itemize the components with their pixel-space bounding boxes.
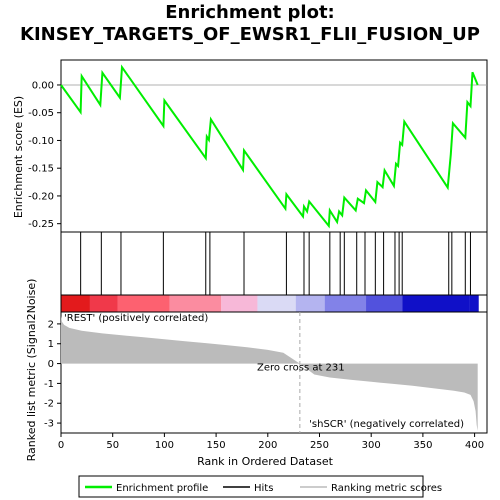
legend-label-metric: Ranking metric scores [331,483,442,494]
negative-correlation-label: 'shSCR' (negatively correlated) [309,419,464,430]
es-ytick-label: -0.10 [28,136,54,147]
metric-ytick-label: 2 [48,319,54,330]
plot-title-line1: Enrichment plot: [165,2,335,23]
x-axis: 0 50 100 150 200 250 300 350 400 [58,433,484,451]
enrichment-profile-line [60,64,479,229]
x-tick-label: 200 [258,440,277,451]
es-ytick-label: -0.20 [28,191,54,202]
x-tick-label: 250 [310,440,329,451]
heatmap-segment [61,295,90,312]
es-ytick-label: -0.05 [28,108,54,119]
positive-correlation-label: 'REST' (positively correlated) [64,313,208,324]
heatmap-segment [221,295,258,312]
legend-frame [78,475,424,498]
es-ytick-label: 0.00 [32,80,54,91]
ranking-metric-area [61,316,478,431]
y-axis-label-es: Enrichment score (ES) [12,96,25,218]
metric-ytick-label: -2 [44,399,54,410]
x-tick-label: 400 [465,440,484,451]
rank-heatmap [60,294,488,313]
metric-ytick-label: -1 [44,379,54,390]
heatmap-segment [295,295,325,312]
heatmap-segment [469,295,479,312]
x-tick-label: 100 [155,440,174,451]
heatmap-segment [366,295,403,312]
legend-label-hits: Hits [254,483,273,494]
legend-label-enrichment: Enrichment profile [116,483,208,494]
x-axis-label: Rank in Ordered Dataset [197,455,334,468]
es-panel-frame [60,59,488,233]
x-tick-label: 350 [413,440,432,451]
heatmap-segment [117,295,170,312]
heatmap-segment [324,295,367,312]
hits-panel-frame [60,231,488,296]
es-panel: 0.00 -0.05 -0.10 -0.15 -0.20 -0.25 [28,59,488,233]
hits-panel [60,231,488,296]
y-axis-label-metric: Ranked list metric (Signal2Noise) [25,279,38,462]
metric-ytick-label: 1 [48,339,54,350]
heatmap-segment [89,295,118,312]
metric-panel: 2 1 0 -1 -2 -3 'REST' (positively correlated) Z… [44,311,488,434]
plot-title-line2: KINSEY_TARGETS_OF_EWSR1_FLII_FUSION_UP [20,24,480,45]
heatmap-segment [257,295,296,312]
es-ytick-label: -0.15 [28,164,54,175]
es-ytick-label: -0.25 [28,219,54,230]
heatmap-segment [402,295,470,312]
x-tick-label: 150 [207,440,226,451]
x-tick-label: 300 [362,440,381,451]
metric-ytick-label: 0 [48,359,54,370]
metric-ytick-label: -3 [44,419,54,430]
x-tick-label: 0 [58,440,64,451]
heatmap-segment [169,295,222,312]
x-tick-label: 50 [106,440,119,451]
zero-cross-label: Zero cross at 231 [257,363,345,374]
legend: Enrichment profile Hits Ranking metric sco… [78,475,442,498]
